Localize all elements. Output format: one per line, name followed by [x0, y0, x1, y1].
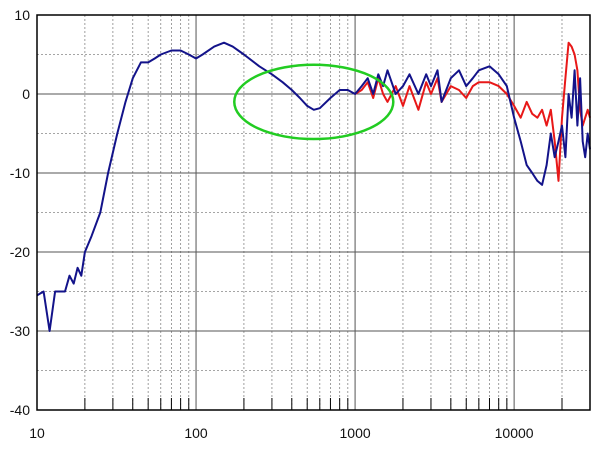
x-axis-tick-labels: 10 100 1000 10000	[29, 425, 534, 441]
y-tick-label: -10	[10, 165, 30, 181]
y-tick-label: -20	[10, 244, 30, 260]
highlight-circle	[233, 63, 395, 141]
x-tick-label: 100	[184, 425, 208, 441]
axis-ticks	[84, 398, 591, 410]
y-tick-label: 0	[22, 86, 30, 102]
y-tick-label: -30	[10, 323, 30, 339]
series-line-blue	[36, 41, 591, 332]
y-tick-label: -40	[10, 402, 30, 418]
x-tick-label: 10000	[495, 425, 534, 441]
y-axis-tick-labels: 10 0 -10 -20 -30 -40	[10, 7, 30, 418]
y-tick-label: 10	[14, 7, 30, 23]
plot-frame	[36, 14, 591, 411]
series-line-red	[354, 41, 591, 182]
x-tick-label: 10	[29, 425, 45, 441]
annotation-layer	[233, 63, 395, 141]
series-layer	[36, 41, 591, 332]
x-tick-label: 1000	[340, 425, 371, 441]
minor-grid	[37, 15, 591, 410]
